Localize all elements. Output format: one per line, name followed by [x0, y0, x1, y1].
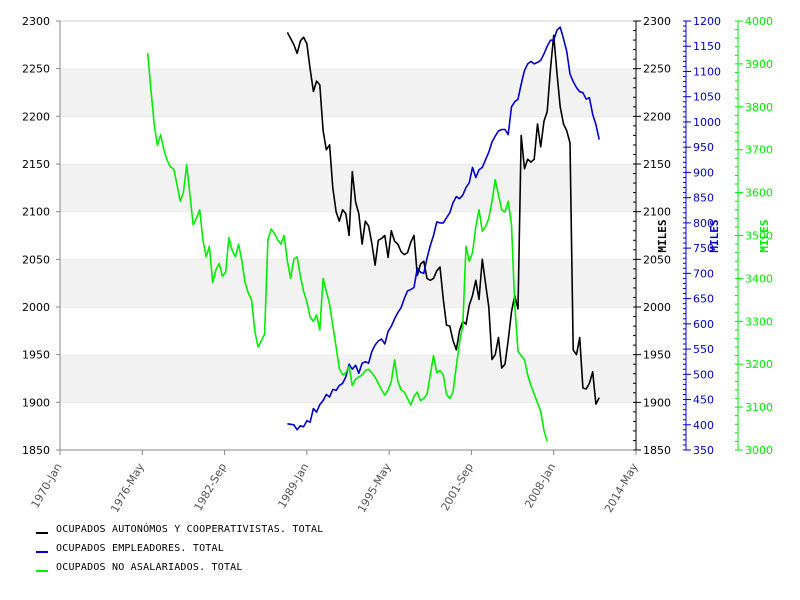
y-tick-label-right3: 3700: [745, 144, 773, 157]
legend-label-no-asalariados: OCUPADOS NO ASALARIADOS. TOTAL: [56, 562, 243, 573]
grid-band: [60, 307, 636, 355]
y-tick-label-right2: 1000: [693, 116, 721, 129]
y-tick-label-left: 2150: [22, 158, 50, 171]
x-tick-label: 2001-Sep: [438, 461, 476, 513]
plot-frame: [60, 20, 636, 451]
y-tick-label-right2: 850: [693, 192, 714, 205]
y-tick-label-right3: 3000: [745, 444, 773, 457]
series-line-2: [146, 53, 548, 442]
y-tick-label-right2: 650: [693, 293, 714, 306]
y-tick-label-right1: 2200: [643, 110, 671, 123]
y-tick-label-left: 2250: [22, 63, 50, 76]
y-axis-title-right3: MILES: [758, 219, 771, 252]
y-tick-label-right3: 4000: [745, 15, 773, 28]
y-axis-title-right2: MILES: [708, 219, 721, 252]
y-tick-label-right2: 800: [693, 217, 714, 230]
legend-label-autonomos: OCUPADOS AUTONÓMOS Y COOPERATIVISTAS. TO…: [56, 524, 324, 535]
y-tick-label-left: 2050: [22, 253, 50, 266]
y-tick-label-right2: 400: [693, 419, 714, 432]
y-tick-label-right3: 3100: [745, 401, 773, 414]
grid-band: [60, 354, 636, 403]
grid-band: [60, 116, 636, 164]
y-tick-label-right3: 3900: [745, 58, 773, 71]
y-tick-label-right1: 1900: [643, 396, 671, 409]
y-tick-label-right2: 950: [693, 141, 714, 154]
y-tick-label-right2: 1150: [693, 40, 721, 53]
y-tick-label-right3: 3800: [745, 101, 773, 114]
y-axis-title-right1: MILES: [656, 219, 669, 252]
grid-band: [60, 259, 636, 307]
x-tick-label: 1995-May: [355, 461, 394, 515]
grid-band: [60, 164, 636, 212]
y-tick-label-right1: 2000: [643, 301, 671, 314]
x-tick-label: 1976-May: [108, 461, 147, 515]
legend-swatch-empleadores: [36, 551, 48, 553]
y-tick-label-right2: 1050: [693, 91, 721, 104]
y-tick-label-right1: 2300: [643, 15, 671, 28]
y-tick-label-right1: 1850: [643, 444, 671, 457]
y-tick-label-right2: 1100: [693, 65, 721, 78]
x-tick-label: 2014-May: [602, 461, 641, 515]
grid-band: [60, 68, 636, 117]
y-tick-label-right2: 450: [693, 394, 714, 407]
y-tick-label-left: 2100: [22, 206, 50, 219]
x-tick-label: 1982-Sep: [192, 461, 230, 513]
y-tick-label-right2: 550: [693, 343, 714, 356]
y-tick-label-right2: 500: [693, 368, 714, 381]
y-tick-label-right3: 3500: [745, 230, 773, 243]
grid-band: [60, 402, 636, 450]
y-tick-label-right2: 900: [693, 166, 714, 179]
y-tick-label-right1: 2250: [643, 63, 671, 76]
y-tick-label-left: 1850: [22, 444, 50, 457]
legend-swatch-no-asalariados: [36, 570, 48, 572]
y-tick-label-left: 2200: [22, 110, 50, 123]
legend-swatch-autonomos: [36, 532, 48, 534]
x-tick-label: 1989-Jan: [275, 461, 311, 510]
y-tick-label-right1: 2050: [643, 253, 671, 266]
y-tick-label-left: 2000: [22, 301, 50, 314]
y-tick-label-right2: 600: [693, 318, 714, 331]
y-tick-label-right3: 3300: [745, 315, 773, 328]
y-tick-label-right1: 2150: [643, 158, 671, 171]
y-tick-label-right1: 2100: [643, 206, 671, 219]
grid-band: [60, 21, 636, 69]
series-line-0: [286, 32, 600, 405]
y-tick-label-right2: 750: [693, 242, 714, 255]
x-tick-label: 1970-Jan: [29, 461, 65, 510]
legend-label-empleadores: OCUPADOS EMPLEADORES. TOTAL: [56, 543, 224, 554]
y-tick-label-right1: 1950: [643, 349, 671, 362]
y-tick-label-right3: 3600: [745, 187, 773, 200]
y-tick-label-left: 2300: [22, 15, 50, 28]
y-tick-label-left: 1950: [22, 349, 50, 362]
y-tick-label-right2: 350: [693, 444, 714, 457]
series-layer: [146, 26, 600, 442]
y-tick-label-right2: 1200: [693, 15, 721, 28]
grid-band: [60, 211, 636, 260]
x-tick-label: 2008-Jan: [522, 461, 558, 510]
y-tick-label-right2: 700: [693, 267, 714, 280]
y-tick-label-right3: 3400: [745, 272, 773, 285]
y-tick-label-left: 1900: [22, 396, 50, 409]
series-line-1: [287, 26, 600, 431]
y-tick-label-right3: 3200: [745, 358, 773, 371]
